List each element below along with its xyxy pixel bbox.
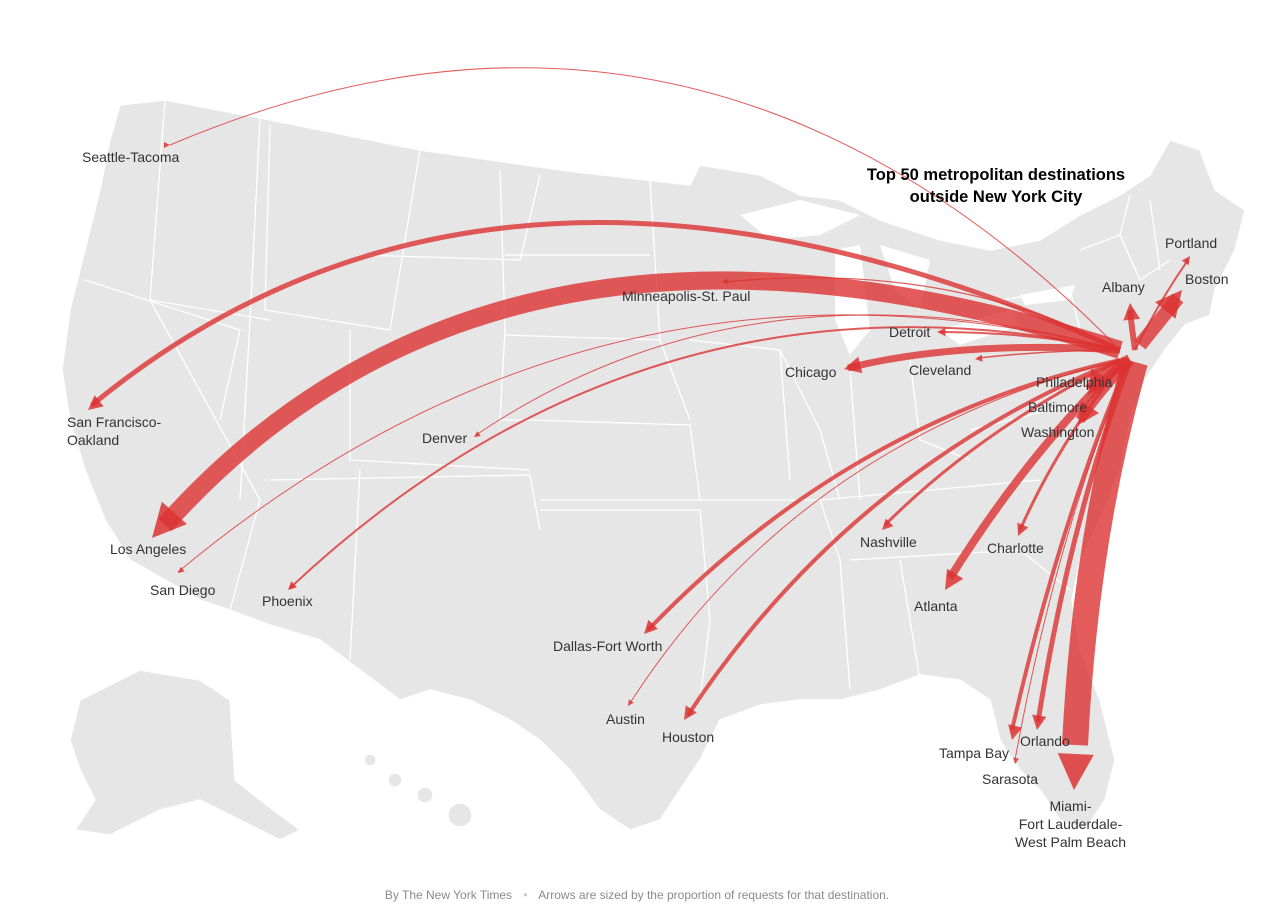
arrowhead-icon <box>178 566 185 573</box>
arrowhead-icon <box>152 501 187 538</box>
arrow-to-denver <box>475 314 1121 436</box>
city-label-washington: Washington <box>1021 424 1095 440</box>
city-label-albany: Albany <box>1102 279 1145 295</box>
city-label-sandiego: San Diego <box>150 582 216 598</box>
city-label-orlando: Orlando <box>1020 733 1070 749</box>
arrowhead-icon <box>164 142 170 148</box>
arrow-to-sanfrancisco <box>90 220 1122 407</box>
arrowhead-icon <box>1181 256 1190 266</box>
city-label-boston: Boston <box>1185 271 1229 287</box>
arrowhead-icon <box>1017 522 1029 536</box>
arrow-to-chicago <box>847 343 1121 372</box>
city-label-cleveland: Cleveland <box>909 362 972 378</box>
city-label-denver: Denver <box>422 430 468 446</box>
arrow-to-phoenix <box>289 326 1121 589</box>
city-label-sarasota: Sarasota <box>982 771 1039 787</box>
city-label-tampa: Tampa Bay <box>939 745 1010 761</box>
city-label-sanfrancisco: San Francisco- Oakland <box>67 414 162 448</box>
city-label-minneapolis: Minneapolis-St. Paul <box>622 288 751 304</box>
arrowhead-icon <box>945 568 964 590</box>
map-title-line-1: Top 50 metropolitan destinations <box>866 166 1126 184</box>
arrow-to-dallas <box>646 358 1121 632</box>
alaska-land <box>69 669 302 841</box>
city-label-austin: Austin <box>606 711 645 727</box>
city-label-baltimore: Baltimore <box>1028 399 1088 415</box>
arrowhead-icon <box>1013 757 1020 764</box>
city-label-detroit: Detroit <box>889 324 931 340</box>
footer-note: Arrows are sized by the proportion of re… <box>538 888 890 902</box>
arrow-to-losangeles <box>158 271 1123 531</box>
city-label-seattle: Seattle-Tacoma <box>82 149 180 165</box>
arrowhead-icon <box>1155 290 1182 319</box>
arrowhead-icon <box>474 431 481 437</box>
arrowhead-icon <box>644 619 658 634</box>
arrow-to-detroit <box>939 331 1121 351</box>
arrowhead-icon <box>1008 724 1023 740</box>
footer-separator: • <box>523 888 528 902</box>
city-label-miami: Miami- Fort Lauderdale- West Palm Beach <box>1014 798 1126 850</box>
arrow-to-minneapolis <box>723 277 1121 351</box>
credit: By The New York Times <box>384 888 513 902</box>
city-label-charlotte: Charlotte <box>987 540 1044 556</box>
arrowhead-icon <box>722 278 729 285</box>
arrowhead-icon <box>975 354 983 362</box>
map-title: Top 50 metropolitan destinations outside… <box>846 164 1146 208</box>
city-label-philadelphia: Philadelphia <box>1036 374 1113 390</box>
arrowhead-icon <box>844 356 863 374</box>
arrowhead-icon <box>684 705 697 720</box>
arrowhead-icon <box>88 395 104 410</box>
city-label-nashville: Nashville <box>860 534 917 550</box>
arrow-to-seattle <box>169 67 1121 351</box>
arrowhead-icon <box>1032 714 1047 730</box>
arrow-to-miami <box>1062 358 1148 746</box>
city-label-chicago: Chicago <box>785 364 837 380</box>
city-label-atlanta: Atlanta <box>914 598 958 614</box>
arrow-to-sandiego <box>177 314 1121 573</box>
city-label-houston: Houston <box>662 729 715 745</box>
city-label-dallas: Dallas-Fort Worth <box>553 638 663 654</box>
arrow-to-atlanta <box>946 357 1128 581</box>
destination-arrows <box>88 67 1190 790</box>
arrow-to-cleveland <box>977 349 1121 359</box>
arrowhead-icon <box>288 581 297 590</box>
arrowhead-icon <box>937 327 946 337</box>
arrow-to-nashville <box>883 358 1121 527</box>
arrowhead-icon <box>1123 303 1141 321</box>
arrowhead-icon <box>882 518 894 530</box>
city-label-portland: Portland <box>1165 235 1218 251</box>
city-label-losangeles: Los Angeles <box>110 541 187 557</box>
arrowhead-icon <box>628 699 634 706</box>
map-title-line-2: outside New York City <box>909 188 1083 206</box>
arrow-to-houston <box>686 358 1121 717</box>
hawaii-land <box>363 753 473 828</box>
great-lakes <box>740 200 1075 355</box>
footer: By The New York Times • Arrows are sized… <box>0 888 1274 902</box>
city-label-phoenix: Phoenix <box>262 593 313 609</box>
arrow-to-austin <box>629 359 1121 704</box>
arrowhead-icon <box>1057 753 1094 790</box>
